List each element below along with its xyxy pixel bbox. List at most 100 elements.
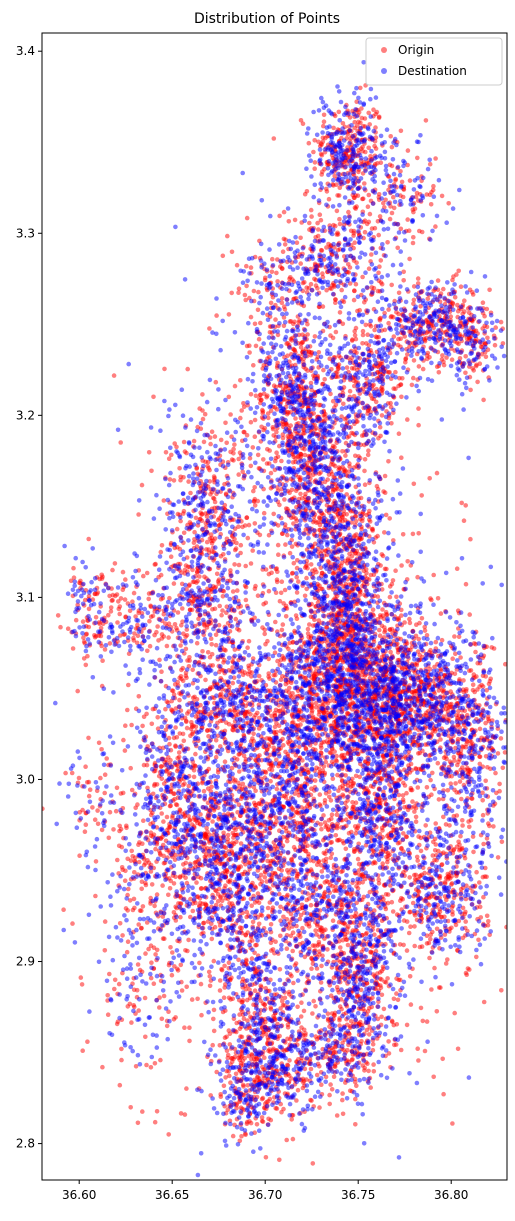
point-origin [377, 627, 382, 633]
point-origin [308, 562, 314, 567]
point-origin [362, 468, 367, 474]
point-origin [398, 169, 403, 174]
point-origin [266, 674, 271, 679]
point-origin [312, 166, 318, 171]
point-origin [337, 185, 343, 190]
point-origin [306, 140, 312, 146]
point-origin [387, 216, 393, 222]
point-origin [237, 769, 242, 774]
point-origin [396, 431, 402, 437]
point-origin [362, 116, 368, 121]
point-origin [433, 639, 439, 645]
point-origin [341, 401, 346, 407]
point-origin [387, 584, 393, 589]
point-origin [466, 768, 472, 773]
point-origin [136, 694, 142, 699]
point-origin [472, 689, 478, 695]
point-origin [387, 627, 393, 633]
point-origin [366, 110, 372, 116]
point-origin [382, 327, 388, 333]
point-origin [493, 770, 498, 776]
point-origin [334, 208, 340, 214]
point-origin [467, 824, 472, 830]
point-origin [473, 363, 479, 369]
point-origin [282, 497, 287, 502]
point-origin [436, 370, 442, 375]
point-origin [236, 290, 241, 296]
point-origin [360, 196, 366, 201]
point-origin [413, 766, 419, 771]
point-origin [365, 332, 371, 338]
point-origin [398, 128, 404, 134]
point-origin [304, 575, 309, 581]
point-origin [424, 785, 430, 790]
point-origin [320, 271, 325, 276]
point-origin [281, 209, 287, 215]
point-origin [366, 266, 372, 272]
point-origin [362, 181, 367, 186]
point-origin [466, 310, 472, 316]
point-origin [471, 641, 477, 646]
point-origin [352, 288, 357, 293]
point-origin [463, 688, 469, 694]
point-origin [492, 342, 498, 348]
point-origin [277, 213, 282, 219]
point-origin [428, 777, 433, 783]
point-origin [440, 353, 445, 358]
point-origin [389, 144, 395, 150]
point-origin [484, 306, 490, 312]
point-origin [287, 685, 292, 691]
point-origin [398, 226, 404, 232]
point-origin [248, 712, 253, 717]
point-origin [396, 615, 401, 621]
point-origin [353, 336, 359, 342]
point-origin [280, 266, 285, 272]
point-origin [376, 115, 382, 120]
point-origin [322, 166, 327, 172]
point-origin [362, 229, 368, 235]
point-origin [340, 519, 346, 524]
point-origin [321, 119, 327, 124]
point-origin [321, 367, 326, 373]
point-origin [333, 297, 338, 302]
point-origin [483, 720, 488, 726]
point-origin [391, 194, 396, 200]
point-origin [372, 327, 377, 333]
point-origin [366, 448, 371, 454]
point-origin [371, 107, 376, 112]
point-origin [319, 248, 325, 253]
point-origin [343, 453, 348, 458]
point-origin [283, 614, 289, 619]
point-origin [497, 781, 502, 787]
point-origin [445, 788, 451, 793]
point-origin [293, 613, 299, 618]
point-origin [350, 700, 355, 705]
point-origin [278, 657, 284, 663]
point-origin [317, 515, 322, 520]
point-origin [312, 334, 318, 339]
point-origin [293, 416, 298, 421]
point-origin [352, 205, 358, 210]
point-origin [399, 179, 405, 185]
point-origin [267, 330, 273, 335]
point-origin [381, 200, 386, 206]
point-origin [396, 336, 401, 342]
point-origin [427, 192, 433, 198]
point-origin [405, 148, 411, 153]
point-origin [420, 366, 426, 372]
point-origin [411, 375, 416, 381]
point-origin [483, 778, 489, 784]
point-origin [416, 406, 421, 411]
point-origin [229, 249, 235, 255]
point-origin [438, 737, 443, 742]
point-origin [376, 436, 381, 441]
point-origin [263, 641, 268, 647]
point-origin [204, 728, 210, 733]
point-origin [318, 151, 324, 157]
point-origin [485, 335, 490, 341]
point-origin [460, 818, 465, 823]
point-origin [385, 856, 391, 862]
point-origin [283, 542, 288, 547]
point-origin [244, 263, 249, 269]
